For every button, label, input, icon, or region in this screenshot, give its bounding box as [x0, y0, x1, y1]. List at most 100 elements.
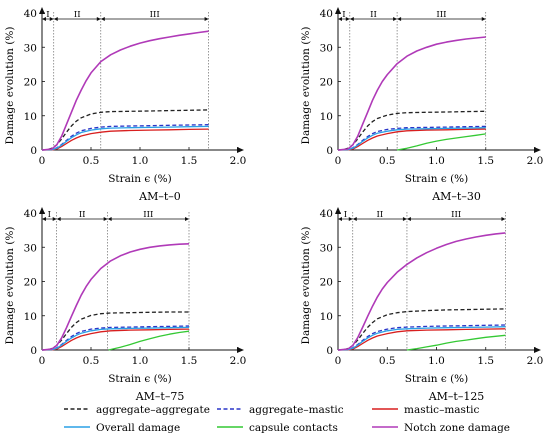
phase-arrow-right — [96, 17, 101, 21]
series-line-overall-damage — [41, 125, 209, 151]
y-tick-label: 30 — [24, 42, 37, 54]
phase-arrow-left — [406, 217, 411, 221]
phase-label: III — [150, 10, 160, 20]
x-axis-label: Strain ϵ (%) — [405, 173, 469, 185]
x-tick-label: 2.0 — [527, 355, 544, 367]
y-tick-label: 10 — [320, 311, 333, 323]
series-line-mastic-mastic — [42, 128, 209, 151]
series-line-notch-zone-damage — [41, 30, 209, 151]
series-line-capsule-contacts — [406, 334, 506, 351]
phase-arrow-right — [49, 17, 54, 21]
x-axis-arrow — [237, 347, 244, 353]
y-tick-label: 20 — [24, 277, 37, 289]
legend-label: Notch zone damage — [404, 422, 510, 434]
series-line-aggregate-mastic — [41, 325, 190, 351]
x-axis-label: Strain ϵ (%) — [108, 173, 172, 185]
series-line-capsule-contacts — [396, 133, 486, 151]
y-tick-label: 40 — [24, 8, 37, 20]
series-line-overall-damage — [337, 127, 486, 151]
phase-arrow-left — [56, 217, 61, 221]
series-line-notch-zone-damage — [41, 243, 190, 351]
phase-arrow-left — [338, 217, 342, 221]
phase-arrow-right — [393, 17, 398, 21]
x-tick-label: 2.0 — [230, 355, 247, 367]
y-tick-label: 30 — [24, 242, 37, 254]
legend-label: capsule contacts — [249, 422, 338, 434]
y-tick-label: 20 — [320, 77, 333, 89]
x-tick-label: 1.5 — [181, 155, 198, 167]
x-tick-label: 0 — [335, 355, 342, 367]
series-line-notch-zone-damage — [337, 36, 486, 151]
y-tick-label: 20 — [24, 77, 37, 89]
panel-title: AM–t–0 — [138, 190, 181, 203]
phase-arrow-left — [53, 17, 58, 21]
phase-label: I — [48, 210, 51, 220]
phase-arrow-left — [107, 217, 112, 221]
phase-label: III — [143, 210, 153, 220]
series-line-overall-damage — [41, 326, 190, 351]
y-tick-label: 40 — [320, 208, 333, 220]
panel-title: AM–t–75 — [135, 390, 185, 403]
y-axis-label: Damage evolution (%) — [300, 227, 312, 345]
y-tick-label: 0 — [326, 345, 333, 357]
y-tick-label: 10 — [24, 311, 37, 323]
phase-label: II — [79, 210, 86, 220]
x-tick-label: 0 — [39, 155, 46, 167]
series-line-mastic-mastic — [42, 328, 190, 351]
series-line-aggregate-mastic — [41, 124, 209, 151]
chart-panel-3: 0 0.5 1.0 1.5 2.0 0 10 20 30 40 Strain ϵ (%) Damage… — [4, 207, 246, 403]
y-tick-label: 20 — [320, 277, 333, 289]
y-tick-label: 30 — [320, 242, 333, 254]
y-tick-label: 40 — [320, 8, 333, 20]
x-tick-label: 2.0 — [527, 155, 544, 167]
y-axis-arrow — [335, 7, 341, 14]
x-tick-label: 0 — [335, 155, 342, 167]
phase-arrow-right — [481, 17, 486, 21]
phase-label: I — [46, 10, 49, 20]
phase-label: III — [436, 10, 446, 20]
phase-arrow-left — [100, 17, 105, 21]
y-axis-label: Damage evolution (%) — [4, 227, 16, 345]
y-axis-label: Damage evolution (%) — [4, 27, 16, 145]
x-axis-arrow — [534, 347, 541, 353]
series-line-mastic-mastic — [338, 328, 506, 351]
phase-label: III — [451, 210, 461, 220]
series-line-notch-zone-damage — [337, 232, 506, 351]
x-tick-label: 1.0 — [428, 355, 445, 367]
y-tick-label: 30 — [320, 42, 333, 54]
legend-label: Overall damage — [96, 422, 180, 434]
y-tick-label: 40 — [24, 208, 37, 220]
x-tick-label: 1.0 — [428, 155, 445, 167]
x-tick-label: 1.0 — [132, 155, 149, 167]
phase-arrow-right — [103, 217, 108, 221]
phase-arrow-left — [338, 17, 342, 21]
legend-label: aggregate–aggregate — [96, 404, 210, 416]
phase-arrow-right — [402, 217, 407, 221]
chart-panel-2: 0 0.5 1.0 1.5 2.0 0 10 20 30 40 Strain ϵ (%) Damage… — [300, 7, 543, 203]
x-tick-label: 1.0 — [132, 355, 149, 367]
y-tick-label: 10 — [24, 111, 37, 123]
x-axis-label: Strain ϵ (%) — [405, 373, 469, 385]
x-tick-label: 0.5 — [379, 155, 396, 167]
chart-panel-1: 0 0.5 1.0 1.5 2.0 0 10 20 30 40 Strain ϵ (%) Damage… — [4, 7, 246, 203]
phase-arrow-left — [349, 17, 354, 21]
x-tick-label: 1.5 — [477, 355, 494, 367]
phase-arrow-right — [185, 217, 189, 221]
phase-label: II — [74, 10, 81, 20]
y-axis-arrow — [39, 7, 45, 14]
series-line-overall-damage — [337, 326, 506, 351]
y-tick-label: 0 — [326, 145, 333, 157]
series-line-mastic-mastic — [338, 128, 486, 151]
x-tick-label: 1.5 — [181, 355, 198, 367]
y-tick-label: 0 — [30, 145, 37, 157]
phase-label: I — [344, 210, 347, 220]
y-axis-arrow — [335, 207, 341, 214]
x-tick-label: 0.5 — [379, 355, 396, 367]
legend-label: mastic–mastic — [404, 404, 479, 416]
x-tick-label: 0.5 — [83, 155, 100, 167]
panel-title: AM–t–125 — [428, 390, 485, 403]
phase-arrow-right — [204, 17, 209, 21]
series-line-aggregate-mastic — [337, 125, 486, 151]
x-axis-arrow — [237, 147, 244, 153]
